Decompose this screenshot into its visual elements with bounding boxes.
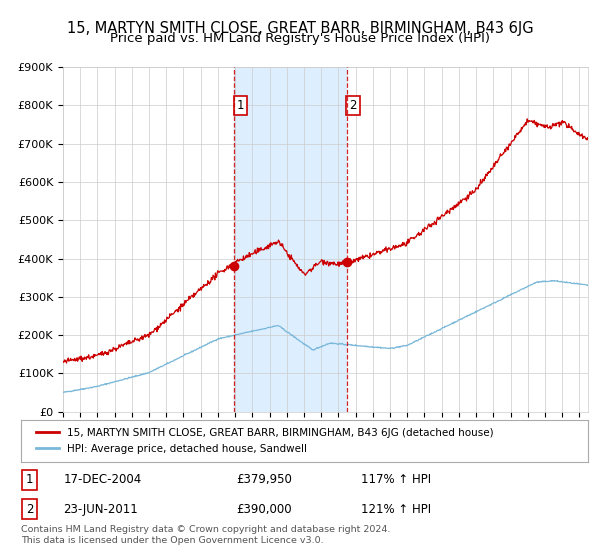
Text: 1: 1 — [26, 473, 33, 487]
Text: 15, MARTYN SMITH CLOSE, GREAT BARR, BIRMINGHAM, B43 6JG: 15, MARTYN SMITH CLOSE, GREAT BARR, BIRM… — [67, 21, 533, 36]
Text: 23-JUN-2011: 23-JUN-2011 — [64, 502, 138, 516]
Text: 17-DEC-2004: 17-DEC-2004 — [64, 473, 142, 487]
Bar — [235, 67, 346, 412]
Legend: 15, MARTYN SMITH CLOSE, GREAT BARR, BIRMINGHAM, B43 6JG (detached house), HPI: A: 15, MARTYN SMITH CLOSE, GREAT BARR, BIRM… — [32, 424, 498, 458]
Text: £390,000: £390,000 — [236, 502, 292, 516]
Text: 2: 2 — [349, 99, 356, 112]
Text: Contains HM Land Registry data © Crown copyright and database right 2024.
This d: Contains HM Land Registry data © Crown c… — [21, 525, 391, 545]
Text: 121% ↑ HPI: 121% ↑ HPI — [361, 502, 431, 516]
Text: £379,950: £379,950 — [236, 473, 292, 487]
Text: 2: 2 — [26, 502, 33, 516]
Text: 117% ↑ HPI: 117% ↑ HPI — [361, 473, 431, 487]
Text: Price paid vs. HM Land Registry's House Price Index (HPI): Price paid vs. HM Land Registry's House … — [110, 32, 490, 45]
Text: 1: 1 — [237, 99, 245, 112]
